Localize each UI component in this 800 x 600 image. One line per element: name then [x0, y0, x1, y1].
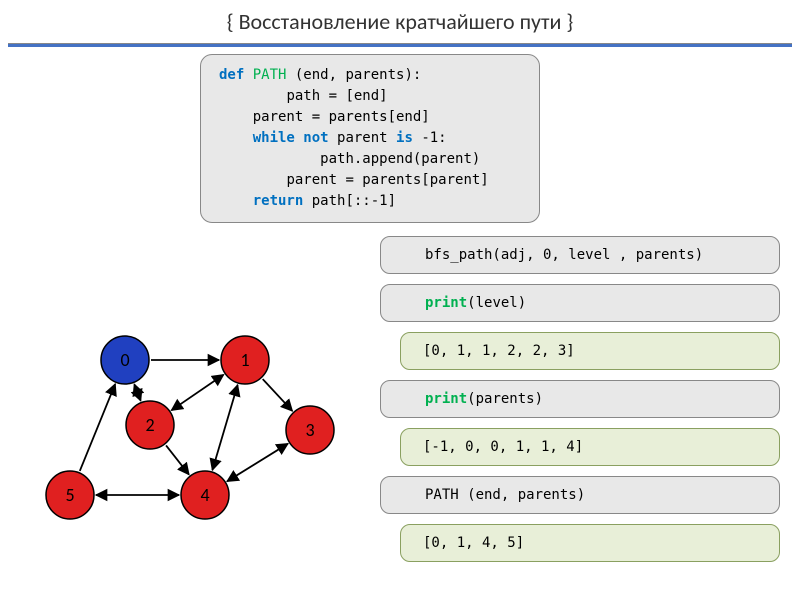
graph-edge — [171, 375, 223, 411]
title-rule — [8, 43, 792, 47]
graph-edge — [80, 384, 115, 471]
graph-node-label: 0 — [120, 349, 129, 371]
code-line: def PATH (end, parents): — [219, 65, 521, 86]
code-block: def PATH (end, parents): path = [end] pa… — [200, 54, 540, 223]
graph-diagram: 0 1 2 3 4 5 — [40, 320, 360, 570]
graph-node-label: 5 — [65, 484, 74, 506]
graph-node-label: 4 — [200, 484, 209, 506]
graph-edge — [227, 444, 288, 482]
code-line: path = [end] — [219, 86, 521, 107]
code-line: path.append(parent) — [219, 149, 521, 170]
output-box: [-1, 0, 0, 1, 1, 4] — [400, 428, 780, 466]
code-line: while not parent is -1: — [219, 128, 521, 149]
page-title: { Восстановление кратчайшего пути } — [0, 0, 800, 35]
code-line: parent = parents[end] — [219, 107, 521, 128]
output-box: bfs_path(adj, 0, level , parents) — [380, 236, 780, 274]
output-column: bfs_path(adj, 0, level , parents) print(l… — [380, 236, 780, 572]
graph-node-label: 3 — [305, 419, 314, 441]
output-box: [0, 1, 1, 2, 2, 3] — [400, 332, 780, 370]
code-line: parent = parents[parent] — [219, 170, 521, 191]
code-line: return path[::-1] — [219, 191, 521, 212]
graph-edge — [134, 384, 140, 400]
graph-edge — [212, 385, 237, 470]
graph-edge — [263, 379, 293, 411]
output-box: print(level) — [380, 284, 780, 322]
output-box: [0, 1, 4, 5] — [400, 524, 780, 562]
output-box: print(parents) — [380, 380, 780, 418]
output-box: PATH (end, parents) — [380, 476, 780, 514]
graph-node-label: 2 — [145, 414, 154, 436]
graph-node-label: 1 — [240, 349, 249, 371]
graph-edge — [166, 445, 189, 474]
